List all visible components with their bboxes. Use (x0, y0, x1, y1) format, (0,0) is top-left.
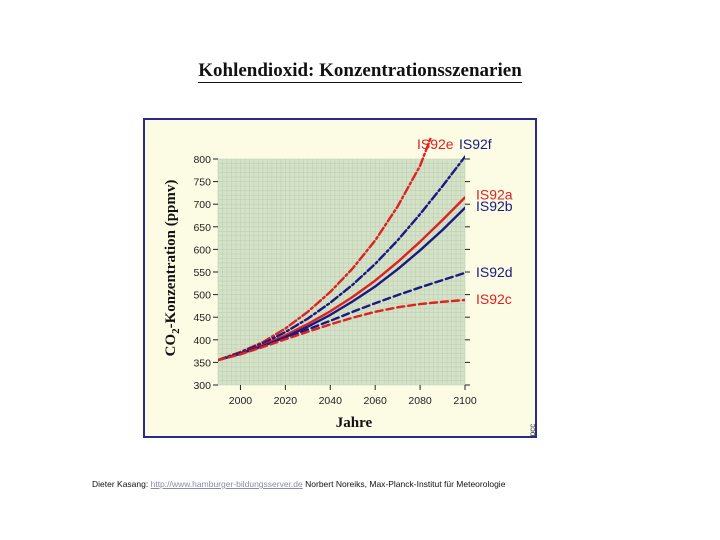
y-tick-label: 750 (193, 177, 211, 189)
source-footer: Dieter Kasang: http://www.hamburger-bild… (92, 479, 505, 489)
y-tick-label: 500 (193, 290, 211, 302)
side-mark: ipcc (528, 424, 535, 436)
y-tick-label: 300 (193, 380, 211, 392)
series-line-is92f (218, 155, 465, 362)
y-tick-label: 800 (193, 154, 211, 166)
y-tick-label: 600 (193, 244, 211, 256)
series-label-is92b: IS92b (476, 198, 513, 214)
footer-credit: Norbert Noreiks, Max-Planck-Institut für… (305, 479, 506, 489)
x-tick-label: 2080 (408, 395, 432, 407)
x-tick-label: 2100 (453, 395, 477, 407)
y-tick-label: 700 (193, 199, 211, 211)
y-axis-title: CO2-Konzentration (ppmv) (163, 180, 182, 357)
series-line-is92c (218, 298, 465, 362)
chart-figure: 300 350 400 450 500 550 600 650 700 750 800 2000 202… (143, 118, 537, 438)
y-tick-label: 450 (193, 312, 211, 324)
footer-author: Dieter Kasang: (92, 479, 149, 489)
x-tick-label: 2000 (229, 395, 253, 407)
series-label-is92f: IS92f (459, 136, 492, 152)
slide-title-text: Kohlendioxid: Konzentrationsszenarien (198, 60, 522, 83)
co2-scenario-chart: 300 350 400 450 500 550 600 650 700 750 800 2000 202… (163, 135, 535, 436)
x-tick-label: 2040 (319, 395, 343, 407)
y-axis-title-subscript: 2 (170, 328, 182, 334)
slide-title: Kohlendioxid: Konzentrationsszenarien (0, 60, 720, 83)
series-label-is92e: IS92e (417, 136, 454, 152)
series-label-is92c: IS92c (476, 291, 512, 307)
footer-link[interactable]: http://www.hamburger-bildungsserver.de (150, 479, 303, 489)
y-tick-label: 400 (193, 335, 211, 347)
y-tick-label: 550 (193, 267, 211, 279)
x-tick-label: 2060 (364, 395, 388, 407)
x-axis-title: Jahre (336, 415, 373, 431)
y-tick-label: 650 (193, 222, 211, 234)
series-label-is92d: IS92d (476, 264, 513, 280)
x-tick-label: 2020 (274, 395, 298, 407)
y-tick-label: 350 (193, 357, 211, 369)
y-axis-title-co: CO (163, 334, 179, 357)
series-label-is92a: IS92a (476, 186, 513, 202)
y-axis-title-rest: -Konzentration (ppmv) (163, 180, 179, 329)
